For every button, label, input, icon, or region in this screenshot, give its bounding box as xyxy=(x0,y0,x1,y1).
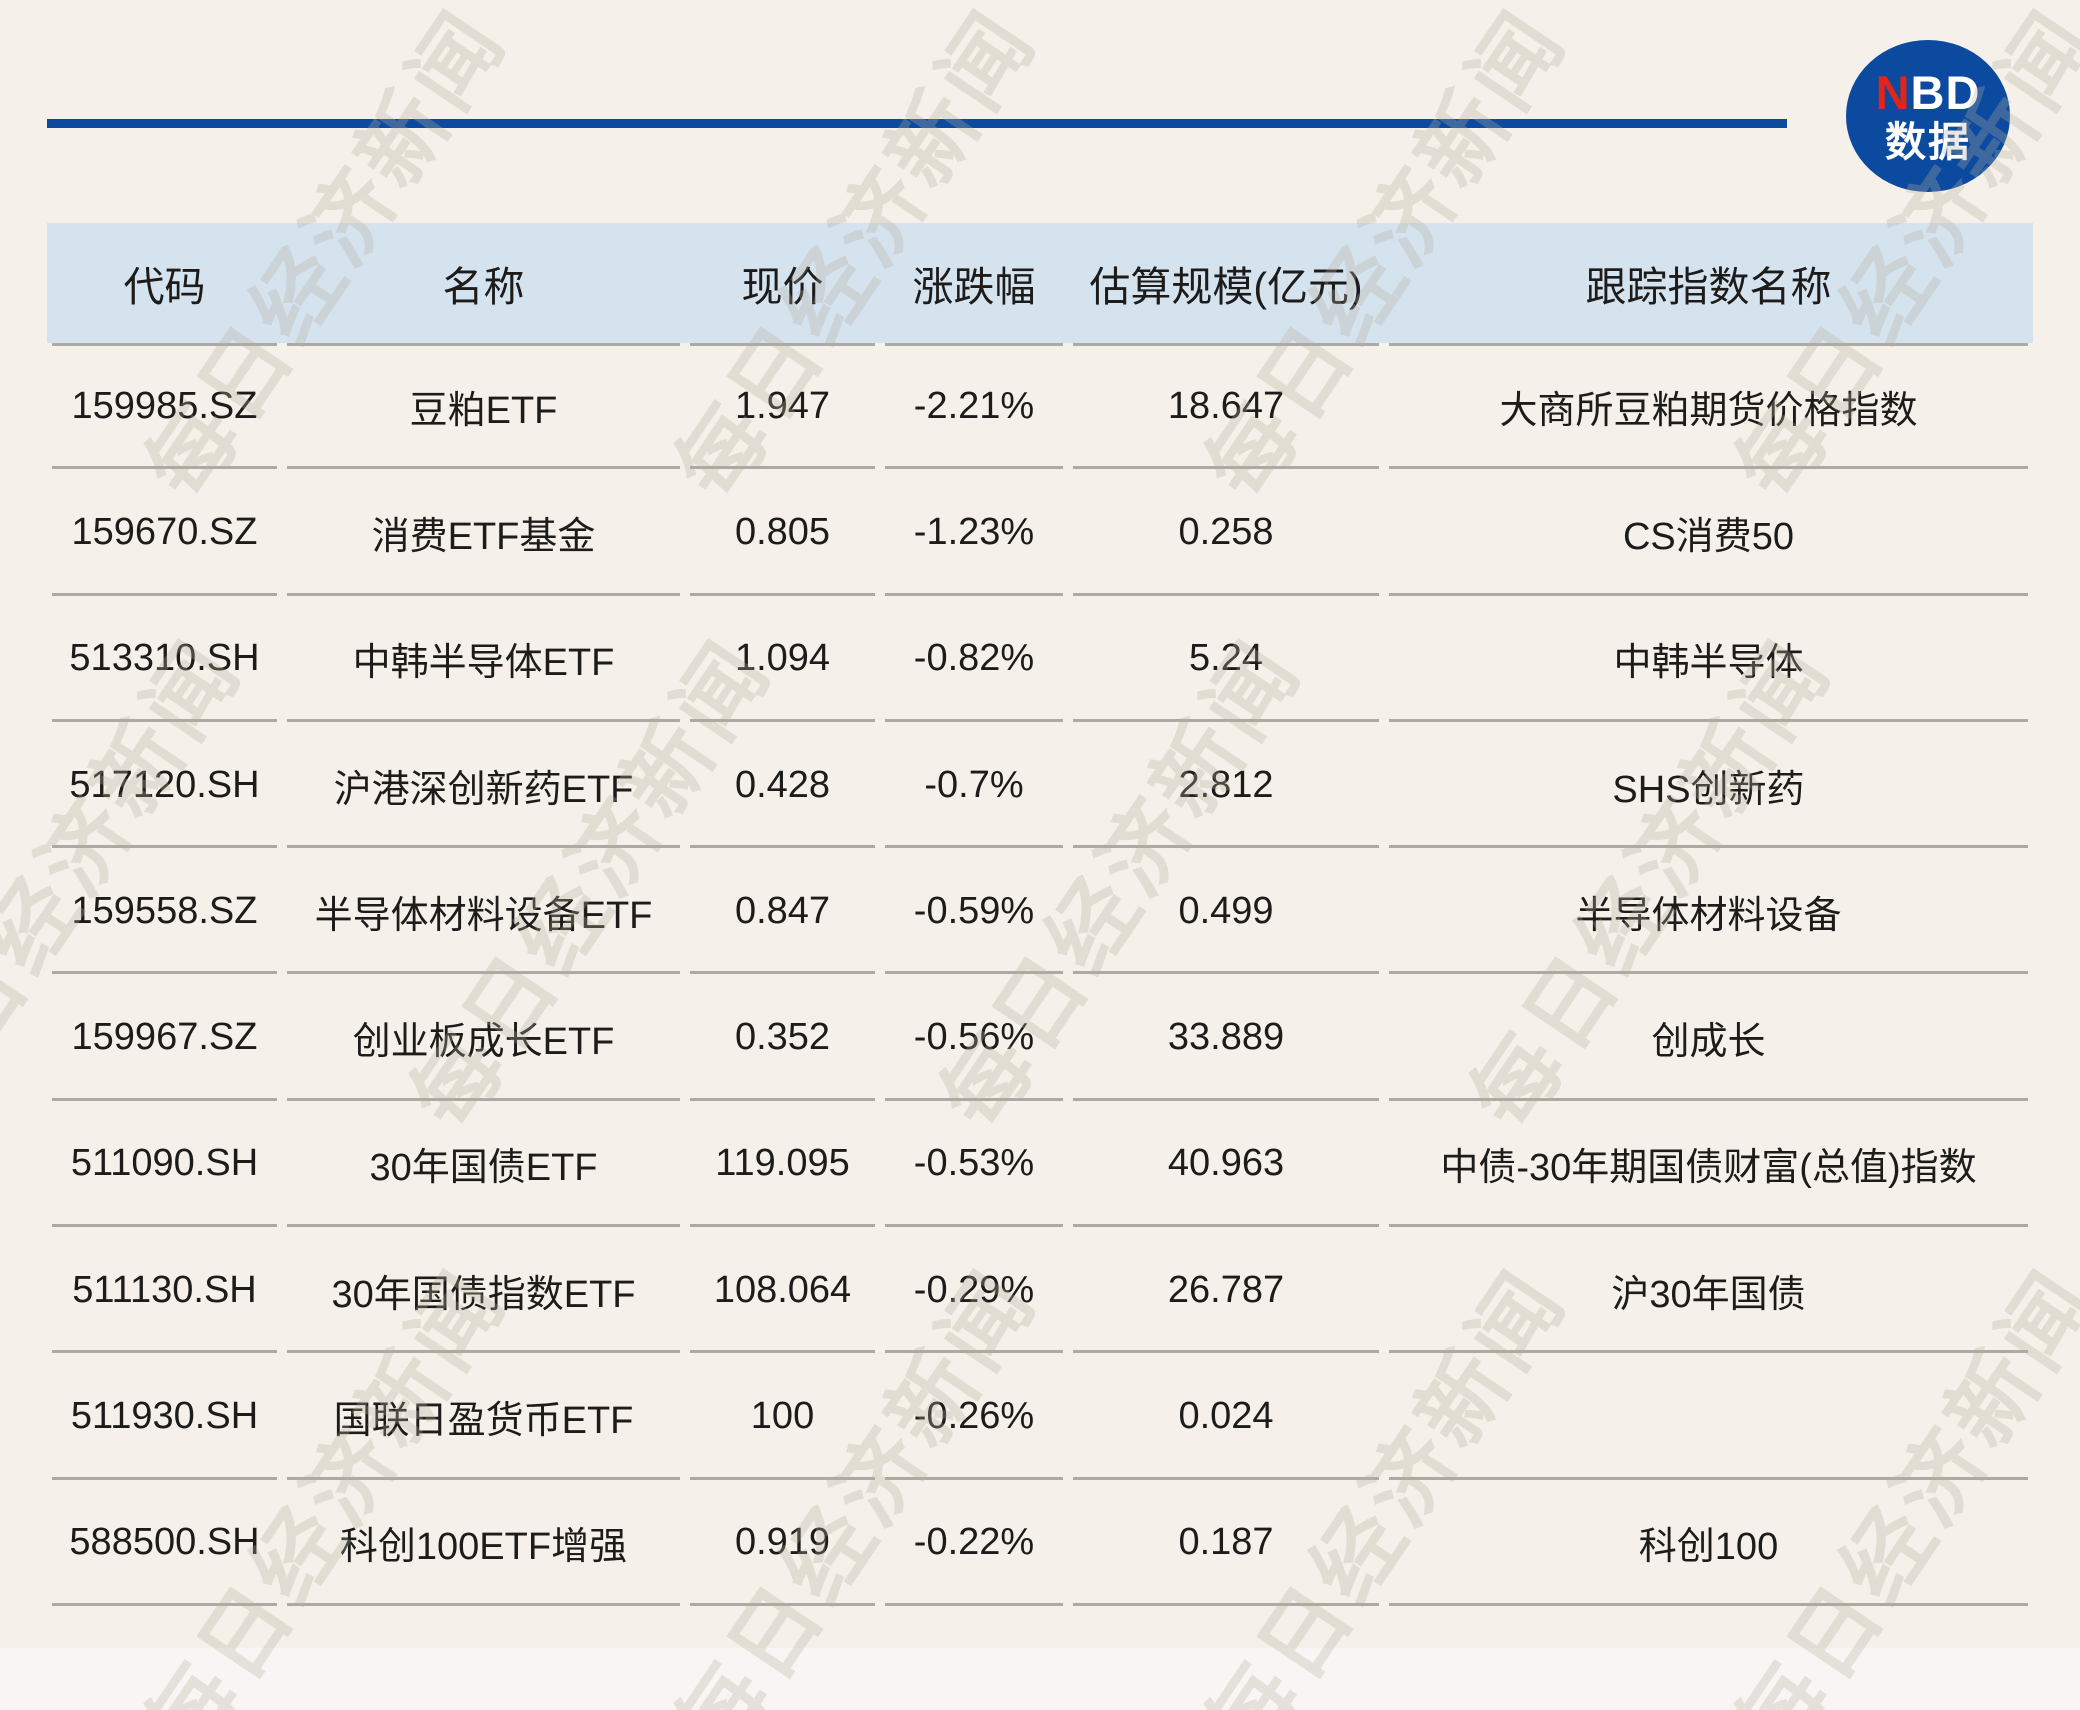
nbd-logo: NBD 数据 xyxy=(1846,40,2010,192)
cell-index: 科创100 xyxy=(1384,1480,2033,1607)
cell-change: -1.23% xyxy=(880,469,1068,596)
cell-price: 0.919 xyxy=(685,1480,880,1607)
cell-change: -2.21% xyxy=(880,343,1068,470)
cell-index: 创成长 xyxy=(1384,974,2033,1102)
brand-divider-line xyxy=(47,119,1787,128)
cell-scale: 26.787 xyxy=(1068,1227,1384,1354)
table-body: 159985.SZ 豆粕ETF 1.947 -2.21% 18.647 大商所豆粕期货价格… xyxy=(47,343,2033,1607)
cell-price: 119.095 xyxy=(685,1101,880,1228)
cell-price: 0.805 xyxy=(685,469,880,596)
table-row: 511930.SH 国联日盈货币ETF 100 -0.26% 0.024 xyxy=(47,1353,2033,1480)
cell-scale: 0.187 xyxy=(1068,1480,1384,1607)
cell-price: 0.428 xyxy=(685,722,880,849)
cell-change: -0.29% xyxy=(880,1227,1068,1354)
cell-code: 159985.SZ xyxy=(47,343,282,470)
cell-name: 30年国债ETF xyxy=(282,1101,685,1228)
cell-index: 沪30年国债 xyxy=(1384,1227,2033,1354)
cell-price: 108.064 xyxy=(685,1227,880,1354)
cell-scale: 2.812 xyxy=(1068,722,1384,849)
cell-name: 中韩半导体ETF xyxy=(282,596,685,723)
header-cell-name: 名称 xyxy=(442,264,525,310)
cell-name: 科创100ETF增强 xyxy=(282,1480,685,1607)
footer-strip xyxy=(0,1648,2080,1710)
cell-name: 国联日盈货币ETF xyxy=(282,1353,685,1480)
cell-index: 半导体材料设备 xyxy=(1384,848,2033,975)
table-row: 513310.SH 中韩半导体ETF 1.094 -0.82% 5.24 中韩半导体 xyxy=(47,596,2033,723)
table-row: 159967.SZ 创业板成长ETF 0.352 -0.56% 33.889 创成长 xyxy=(47,974,2033,1102)
cell-change: -0.82% xyxy=(880,596,1068,723)
cell-scale: 0.024 xyxy=(1068,1353,1384,1480)
cell-code: 159670.SZ xyxy=(47,469,282,596)
cell-code: 511130.SH xyxy=(47,1227,282,1354)
table-header-row: 代码 名称 现价 涨跌幅 估算规模(亿元) 跟踪指数名称 xyxy=(47,223,2033,343)
cell-name: 创业板成长ETF xyxy=(282,974,685,1102)
header-cell-scale: 估算规模(亿元) xyxy=(1089,264,1363,310)
cell-name: 沪港深创新药ETF xyxy=(282,722,685,849)
cell-price: 0.847 xyxy=(685,848,880,975)
cell-code: 588500.SH xyxy=(47,1480,282,1607)
nbd-logo-line1: NBD xyxy=(1876,68,1981,117)
cell-name: 消费ETF基金 xyxy=(282,469,685,596)
cell-scale: 18.647 xyxy=(1068,343,1384,470)
cell-scale: 0.258 xyxy=(1068,469,1384,596)
header-cell-code: 代码 xyxy=(123,264,206,310)
cell-change: -0.26% xyxy=(880,1353,1068,1480)
cell-scale: 5.24 xyxy=(1068,596,1384,723)
nbd-logo-letter-n: N xyxy=(1875,66,1911,120)
cell-code: 511930.SH xyxy=(47,1353,282,1480)
cell-change: -0.56% xyxy=(880,974,1068,1102)
cell-code: 513310.SH xyxy=(47,596,282,723)
etf-data-table: 代码 名称 现价 涨跌幅 估算规模(亿元) 跟踪指数名称 159985.SZ 豆粕… xyxy=(47,223,2033,1607)
cell-change: -0.22% xyxy=(880,1480,1068,1607)
table-row: 159670.SZ 消费ETF基金 0.805 -1.23% 0.258 CS消费50 xyxy=(47,469,2033,596)
cell-scale: 0.499 xyxy=(1068,848,1384,975)
cell-name: 半导体材料设备ETF xyxy=(282,848,685,975)
cell-index: 大商所豆粕期货价格指数 xyxy=(1384,343,2033,470)
cell-index: CS消费50 xyxy=(1384,469,2033,596)
cell-code: 517120.SH xyxy=(47,722,282,849)
cell-price: 100 xyxy=(685,1353,880,1480)
header-cell-index: 跟踪指数名称 xyxy=(1585,264,1832,310)
table-row: 511090.SH 30年国债ETF 119.095 -0.53% 40.963 中债-3… xyxy=(47,1101,2033,1228)
cell-change: -0.59% xyxy=(880,848,1068,975)
cell-index xyxy=(1384,1353,2033,1480)
table-row: 511130.SH 30年国债指数ETF 108.064 -0.29% 26.787 沪3… xyxy=(47,1227,2033,1354)
cell-index: 中债-30年期国债财富(总值)指数 xyxy=(1384,1101,2033,1228)
cell-scale: 40.963 xyxy=(1068,1101,1384,1228)
header-cell-change: 涨跌幅 xyxy=(912,264,1036,310)
cell-name: 豆粕ETF xyxy=(282,343,685,470)
nbd-logo-letters-bd: BD xyxy=(1910,66,1981,120)
cell-scale: 33.889 xyxy=(1068,974,1384,1102)
cell-price: 1.947 xyxy=(685,343,880,470)
cell-code: 511090.SH xyxy=(47,1101,282,1228)
cell-index: SHS创新药 xyxy=(1384,722,2033,849)
cell-index: 中韩半导体 xyxy=(1384,596,2033,723)
table-row: 159558.SZ 半导体材料设备ETF 0.847 -0.59% 0.499 半导体材料… xyxy=(47,848,2033,975)
cell-code: 159558.SZ xyxy=(47,848,282,975)
cell-price: 1.094 xyxy=(685,596,880,723)
cell-change: -0.53% xyxy=(880,1101,1068,1228)
header-cell-price: 现价 xyxy=(741,264,824,310)
table-row: 588500.SH 科创100ETF增强 0.919 -0.22% 0.187 科创100 xyxy=(47,1480,2033,1607)
table-row: 159985.SZ 豆粕ETF 1.947 -2.21% 18.647 大商所豆粕期货价格… xyxy=(47,343,2033,470)
cell-name: 30年国债指数ETF xyxy=(282,1227,685,1354)
cell-price: 0.352 xyxy=(685,974,880,1102)
table-row: 517120.SH 沪港深创新药ETF 0.428 -0.7% 2.812 SHS创新药 xyxy=(47,722,2033,849)
cell-code: 159967.SZ xyxy=(47,974,282,1102)
cell-change: -0.7% xyxy=(880,722,1068,849)
nbd-logo-line2: 数据 xyxy=(1885,118,1971,165)
